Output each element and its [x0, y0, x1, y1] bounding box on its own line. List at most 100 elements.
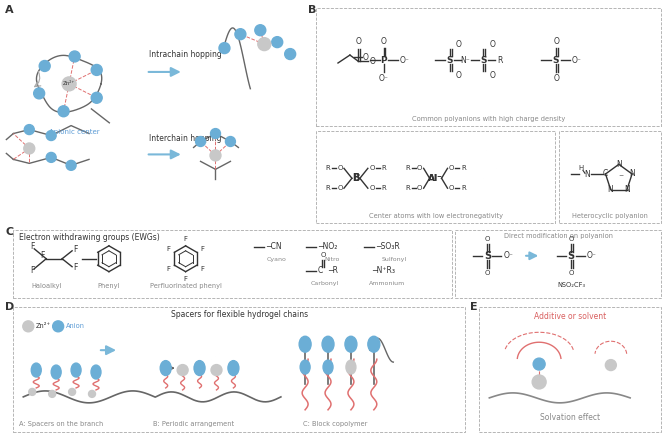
Circle shape [255, 25, 265, 36]
Ellipse shape [51, 365, 61, 379]
Text: S: S [446, 56, 453, 64]
Text: F: F [201, 265, 205, 272]
Text: O: O [417, 185, 422, 191]
Text: O: O [449, 185, 454, 191]
Circle shape [34, 88, 45, 99]
Text: O⁻: O⁻ [370, 56, 380, 66]
Text: F: F [30, 243, 35, 251]
Text: NSO₂CF₃: NSO₂CF₃ [557, 282, 585, 288]
Text: N: N [624, 185, 630, 194]
Circle shape [69, 389, 75, 396]
Text: O: O [456, 71, 462, 80]
Ellipse shape [228, 361, 239, 376]
Text: S: S [568, 251, 574, 261]
Ellipse shape [299, 336, 311, 352]
Text: R: R [498, 56, 503, 64]
Circle shape [219, 43, 230, 53]
Text: O: O [356, 37, 362, 46]
Text: F: F [166, 265, 170, 272]
Circle shape [53, 321, 63, 332]
Text: O: O [338, 165, 343, 172]
Text: D: D [5, 303, 15, 313]
Circle shape [211, 129, 221, 138]
Text: O: O [369, 185, 375, 191]
Text: S: S [480, 56, 487, 64]
Ellipse shape [91, 365, 101, 379]
Ellipse shape [194, 361, 205, 376]
Text: O: O [338, 185, 343, 191]
Text: Common polyanions with high charge density: Common polyanions with high charge densi… [412, 116, 565, 122]
Text: O⁻: O⁻ [379, 74, 389, 83]
Text: O: O [363, 52, 369, 62]
Text: P: P [380, 56, 387, 64]
Text: Ammonium: Ammonium [369, 280, 405, 286]
Circle shape [24, 125, 34, 135]
Text: R: R [382, 185, 386, 191]
Ellipse shape [322, 336, 334, 352]
Text: N: N [584, 170, 590, 179]
Circle shape [29, 389, 36, 396]
Ellipse shape [160, 361, 171, 376]
Circle shape [46, 153, 56, 162]
Text: F: F [73, 263, 77, 272]
Text: F: F [166, 246, 170, 252]
Text: O: O [369, 165, 375, 172]
Text: O: O [553, 37, 559, 46]
Text: C: C [5, 227, 13, 237]
Text: B: Periodic arrangement: B: Periodic arrangement [153, 421, 234, 427]
Circle shape [533, 358, 545, 370]
Bar [13, 230, 452, 298]
Ellipse shape [31, 363, 41, 377]
Bar [559, 131, 660, 223]
Text: O⁻: O⁻ [572, 56, 582, 64]
Text: Direct modification on polyanion: Direct modification on polyanion [504, 233, 612, 239]
Text: O: O [449, 165, 454, 172]
Bar [316, 8, 660, 126]
Text: N⁻: N⁻ [461, 56, 470, 64]
Text: R: R [461, 165, 466, 172]
Text: Anion: Anion [66, 323, 85, 329]
Ellipse shape [345, 336, 357, 352]
Text: B: B [352, 173, 360, 183]
Ellipse shape [368, 336, 380, 352]
Bar [316, 131, 555, 223]
Circle shape [235, 29, 246, 40]
Text: F: F [183, 236, 187, 242]
Text: Electron withdrawing groups (EWGs): Electron withdrawing groups (EWGs) [19, 233, 160, 242]
Text: F: F [183, 276, 187, 282]
Text: O: O [485, 270, 490, 276]
Text: ─NO₂: ─NO₂ [318, 243, 338, 251]
Text: Phenyl: Phenyl [98, 283, 120, 288]
Text: O: O [381, 37, 387, 46]
Circle shape [210, 150, 221, 161]
Text: N: N [629, 169, 635, 179]
Text: Interchain hopping: Interchain hopping [149, 135, 221, 143]
Circle shape [91, 92, 102, 103]
Text: ⁻: ⁻ [618, 173, 624, 183]
Text: ─CN: ─CN [266, 243, 282, 251]
Circle shape [39, 60, 50, 71]
Text: O: O [485, 236, 490, 242]
Text: Nitro: Nitro [324, 257, 340, 262]
Circle shape [177, 365, 188, 376]
Text: Solvation effect: Solvation effect [540, 413, 600, 422]
Text: Al⁻: Al⁻ [428, 174, 443, 183]
Text: Center atoms with low electronegativity: Center atoms with low electronegativity [369, 213, 502, 219]
Text: Sulfonyl: Sulfonyl [381, 257, 406, 262]
Text: C: C [603, 169, 608, 179]
Text: ─R: ─R [328, 266, 338, 275]
Text: A: Spacers on the branch: A: Spacers on the branch [19, 421, 103, 427]
Text: O: O [553, 74, 559, 83]
Text: Heterocyclic polyanion: Heterocyclic polyanion [572, 213, 648, 219]
Ellipse shape [346, 360, 356, 374]
Circle shape [285, 49, 295, 60]
Text: N: N [616, 160, 622, 169]
Text: R: R [325, 185, 330, 191]
Text: Haloalkyl: Haloalkyl [31, 283, 61, 288]
Text: Intrachain hopping: Intrachain hopping [149, 50, 221, 59]
Circle shape [69, 51, 80, 62]
Text: Spacers for flexible hydrogel chains: Spacers for flexible hydrogel chains [171, 310, 308, 319]
Text: A: A [5, 5, 14, 15]
Text: R: R [406, 185, 410, 191]
Text: O: O [456, 40, 462, 49]
